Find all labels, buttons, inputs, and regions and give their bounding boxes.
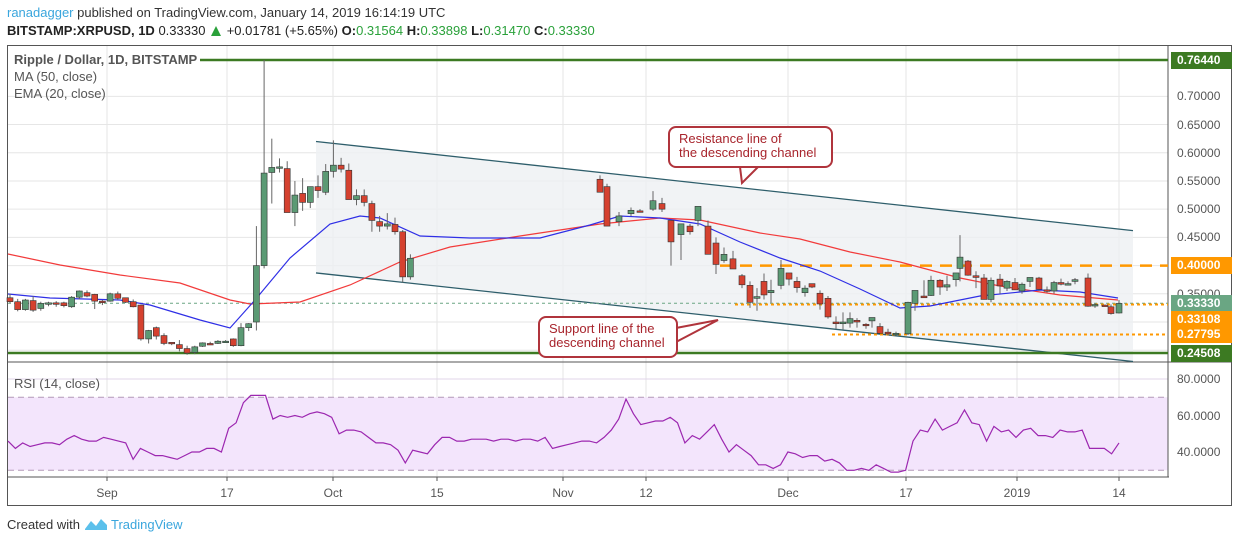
last-price: 0.33330 <box>158 23 206 38</box>
author-link[interactable]: ranadagger <box>7 5 74 20</box>
rsi-tick: 40.0000 <box>1177 445 1221 459</box>
rsi-tick: 80.0000 <box>1177 372 1221 386</box>
price-tick: 0.65000 <box>1177 117 1221 132</box>
support-callout[interactable]: Support line of the descending channel <box>538 316 678 358</box>
support-callout-pointer <box>675 319 719 343</box>
price-badge-0.24508: 0.24508 <box>1171 344 1232 362</box>
time-tick: Dec <box>777 486 799 500</box>
time-tick: 2019 <box>1003 486 1031 500</box>
rsi-legend[interactable]: RSI (14, close) <box>14 376 100 391</box>
resistance-callout-line2: the descending channel <box>679 145 817 160</box>
time-tick: 15 <box>430 486 444 500</box>
resistance-line[interactable] <box>315 140 1134 232</box>
price-tick: 0.50000 <box>1177 202 1221 217</box>
price-change: +0.01781 (+5.65%) <box>226 23 339 38</box>
time-tick: 12 <box>639 486 653 500</box>
price-badge-0.40000: 0.40000 <box>1171 257 1232 275</box>
up-arrow-icon <box>211 26 222 36</box>
price-badge-0.27795: 0.27795 <box>1171 325 1232 343</box>
resistance-callout[interactable]: Resistance line of the descending channe… <box>668 126 833 168</box>
rsi-tick: 60.0000 <box>1177 408 1221 423</box>
time-tick: 17 <box>899 486 913 500</box>
tradingview-brand-link[interactable]: TradingView <box>110 517 183 532</box>
publish-info: ranadagger published on TradingView.com,… <box>7 5 445 20</box>
time-tick: Sep <box>96 486 118 500</box>
time-tick: Oct <box>323 486 343 500</box>
low-value: 0.31470 <box>483 23 531 38</box>
symbol-info-bar: BITSTAMP:XRPUSD, 1D 0.33330 +0.01781 (+5… <box>7 23 595 38</box>
support-line[interactable] <box>315 272 1134 363</box>
chart-frame[interactable] <box>7 45 1232 506</box>
published-text: published on TradingView.com, January 14… <box>73 5 446 20</box>
ma-legend[interactable]: MA (50, close) <box>14 69 98 84</box>
price-badge-0.33330: 0.33330 <box>1171 295 1232 312</box>
ema-legend[interactable]: EMA (20, close) <box>14 86 106 101</box>
footer: Created with TradingView <box>7 515 183 532</box>
high-value: 0.33898 <box>420 23 468 38</box>
tradingview-logo-icon <box>84 519 107 530</box>
resistance-callout-pointer <box>739 166 759 186</box>
price-tick: 0.70000 <box>1177 89 1221 104</box>
rsi-line[interactable] <box>7 394 1120 473</box>
price-tick: 0.60000 <box>1177 145 1221 160</box>
time-tick: Nov <box>552 486 574 500</box>
open-value: 0.31564 <box>356 23 404 38</box>
ma50-line[interactable] <box>7 217 1119 305</box>
price-tick: 0.45000 <box>1177 230 1221 245</box>
high-label: H: <box>406 23 421 38</box>
close-label: C: <box>533 23 548 38</box>
chart-title-legend: Ripple / Dollar, 1D, BITSTAMP <box>14 52 198 67</box>
symbol-label: BITSTAMP:XRPUSD, 1D <box>7 23 155 38</box>
support-callout-line1: Support line of the <box>549 321 655 336</box>
candles[interactable] <box>6 60 1123 355</box>
price-tick: 0.55000 <box>1177 173 1221 188</box>
time-tick: 17 <box>220 486 234 500</box>
time-tick: 14 <box>1112 486 1126 500</box>
resistance-callout-line1: Resistance line of <box>679 131 782 146</box>
low-label: L: <box>471 23 484 38</box>
rsi-band <box>8 397 1168 471</box>
close-value: 0.33330 <box>547 23 595 38</box>
support-callout-line2: descending channel <box>549 335 665 350</box>
created-with-text: Created with <box>7 517 84 532</box>
open-label: O: <box>341 23 357 38</box>
price-badge-0.76440: 0.76440 <box>1171 51 1232 69</box>
price-badge-0.33108: 0.33108 <box>1171 311 1232 328</box>
